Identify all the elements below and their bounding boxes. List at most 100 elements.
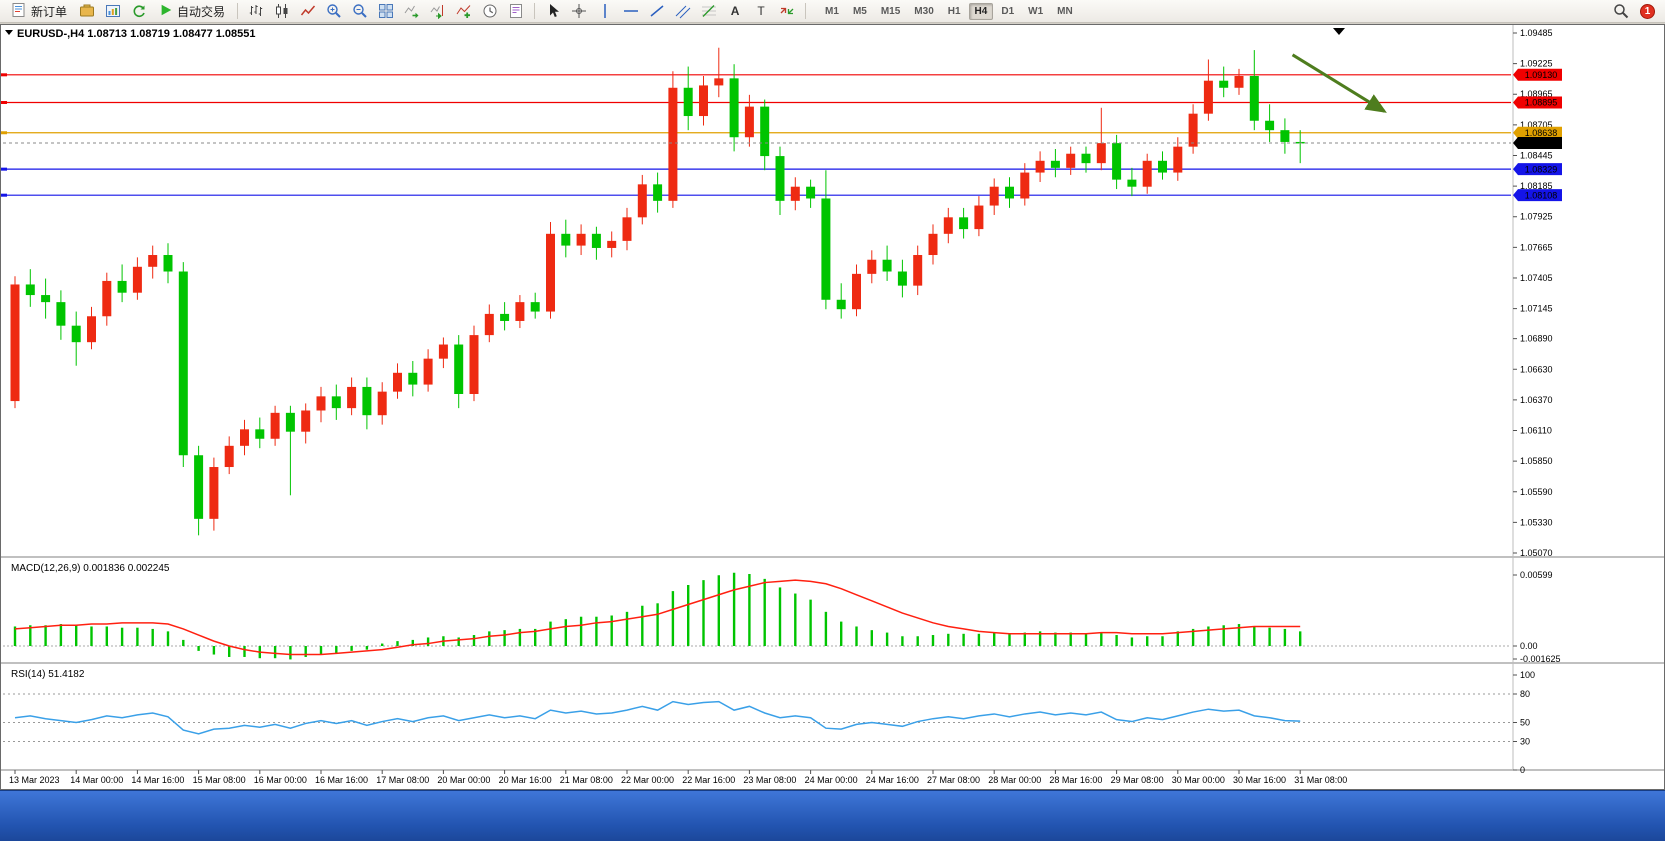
candle-body [1265, 120, 1275, 131]
svg-text:30 Mar 00:00: 30 Mar 00:00 [1172, 775, 1225, 785]
profiles-icon [80, 4, 95, 17]
periods-button[interactable] [479, 2, 501, 21]
price-label-box: 1.08329 [1513, 163, 1562, 176]
svg-text:1.07665: 1.07665 [1520, 242, 1553, 252]
vertical-line-button[interactable] [594, 2, 616, 21]
zoom-in-button[interactable] [323, 2, 345, 21]
trend-arrow-annotation[interactable] [1291, 53, 1387, 113]
zoom-out-button[interactable] [349, 2, 371, 21]
timeframe-button-M30[interactable]: M30 [914, 5, 934, 17]
crosshair-button[interactable] [568, 2, 590, 21]
svg-text:1.08185: 1.08185 [1520, 181, 1553, 191]
time-axis: 13 Mar 2023 14 Mar 00:00 14 Mar 16:00 15 Ma… [9, 770, 1347, 785]
candle-body [1158, 160, 1167, 173]
price-chart[interactable]: 1.09485 1.09225 1.08965 1.08705 1.08445 1.081… [1, 25, 1664, 789]
timeframe-button-M1[interactable]: M1 [825, 5, 839, 17]
bottom-strip [0, 790, 1665, 841]
rsi-label: RSI(14) 51.4182 [11, 669, 85, 680]
timeframe-button-H1[interactable]: H1 [947, 5, 961, 17]
timeframe-button-M5[interactable]: M5 [852, 5, 867, 17]
candle-body [454, 344, 464, 394]
timeframe-button-H4[interactable]: H4 [968, 2, 994, 20]
profiles-button[interactable] [76, 2, 98, 21]
svg-text:21 Mar 08:00: 21 Mar 08:00 [560, 775, 613, 785]
cursor-button[interactable] [542, 2, 564, 21]
zoom-out-icon [353, 4, 367, 18]
svg-text:1.05850: 1.05850 [1520, 456, 1553, 466]
candle-body [744, 106, 754, 138]
chart-shift-button[interactable] [427, 2, 449, 21]
timeframe-button-MN[interactable]: MN [1057, 5, 1073, 17]
svg-text:1.05330: 1.05330 [1520, 517, 1553, 527]
auto-scroll-button[interactable] [401, 2, 423, 21]
timeframe-button-M15[interactable]: M15 [880, 5, 901, 17]
candle-body [1035, 160, 1045, 173]
trendline-button[interactable] [646, 2, 668, 21]
candle-body [989, 186, 999, 206]
charts-button[interactable] [102, 2, 124, 21]
auto-trading-button[interactable]: 自动交易 [154, 2, 230, 21]
new-order-label: 新订单 [31, 4, 68, 19]
candle-body [408, 372, 418, 385]
chart-shift-marker[interactable] [1333, 28, 1345, 35]
candle-body [1188, 113, 1198, 147]
text-tool-button[interactable]: A [724, 2, 746, 21]
label-tool-button[interactable]: T [750, 2, 772, 21]
indicators-button[interactable] [453, 2, 475, 21]
svg-text:22 Mar 00:00: 22 Mar 00:00 [621, 775, 674, 785]
candle-body [943, 217, 953, 234]
candle-body [347, 386, 357, 409]
toolbar-separator [237, 3, 239, 19]
svg-text:0.00599: 0.00599 [1520, 570, 1553, 580]
fibonacci-button[interactable] [698, 2, 720, 21]
line-chart-button[interactable] [297, 2, 319, 21]
notification-badge[interactable]: 1 [1640, 3, 1655, 19]
svg-text:23 Mar 08:00: 23 Mar 08:00 [743, 775, 796, 785]
label-tool-icon: T [757, 4, 765, 18]
svg-text:0: 0 [1520, 765, 1525, 775]
candle-body [1050, 160, 1060, 168]
svg-text:14 Mar 00:00: 14 Mar 00:00 [70, 775, 123, 785]
bar-chart-button[interactable] [245, 2, 267, 21]
refresh-button[interactable] [128, 2, 150, 21]
candle-body [836, 299, 846, 310]
channel-button[interactable] [672, 2, 694, 21]
candle-body [500, 313, 510, 321]
candlestick-chart-button[interactable] [271, 2, 293, 21]
horizontal-line-icon [624, 10, 639, 12]
svg-text:28 Mar 00:00: 28 Mar 00:00 [988, 775, 1041, 785]
templates-button[interactable] [505, 2, 527, 21]
svg-text:100: 100 [1520, 670, 1535, 680]
candles [10, 47, 1305, 536]
ohlc-collapse-triangle[interactable] [5, 30, 13, 35]
candle-body [699, 85, 708, 117]
svg-text:1.08965: 1.08965 [1520, 89, 1553, 99]
candle-body [285, 412, 295, 432]
svg-text:16 Mar 16:00: 16 Mar 16:00 [315, 775, 368, 785]
tile-windows-button[interactable] [375, 2, 397, 21]
timeframe-button-W1[interactable]: W1 [1028, 5, 1044, 17]
candle-body [316, 396, 326, 411]
svg-text:1.09225: 1.09225 [1520, 59, 1553, 69]
new-order-button[interactable]: 新订单 [6, 2, 72, 21]
horizontal-line-button[interactable] [620, 2, 642, 21]
price-axis: 1.09485 1.09225 1.08965 1.08705 1.08445 1.081… [1513, 28, 1553, 558]
svg-text:13 Mar 2023: 13 Mar 2023 [9, 775, 60, 785]
toolbar-separator [805, 3, 807, 19]
candle-body [10, 284, 20, 402]
toolbar: 新订单 自动交易 [0, 0, 1665, 23]
search-button[interactable] [1610, 2, 1632, 21]
candle-body [393, 372, 402, 392]
candle-body [301, 410, 311, 432]
price-label-box: 1.08108 [1513, 189, 1562, 202]
timeframe-button-D1[interactable]: D1 [1001, 5, 1015, 17]
arrows-tool-button[interactable] [776, 2, 798, 21]
candle-body [622, 217, 632, 241]
candle-body [484, 313, 494, 336]
svg-text:16 Mar 00:00: 16 Mar 00:00 [254, 775, 307, 785]
fibonacci-icon [702, 5, 717, 17]
candle-body [546, 233, 555, 312]
macd-label: MACD(12,26,9) 0.001836 0.002245 [11, 563, 170, 574]
timeframe-group: M1 M5 M15 M30 H1 H4 D1 W1 MN [819, 2, 1079, 20]
svg-text:31 Mar 08:00: 31 Mar 08:00 [1294, 775, 1347, 785]
